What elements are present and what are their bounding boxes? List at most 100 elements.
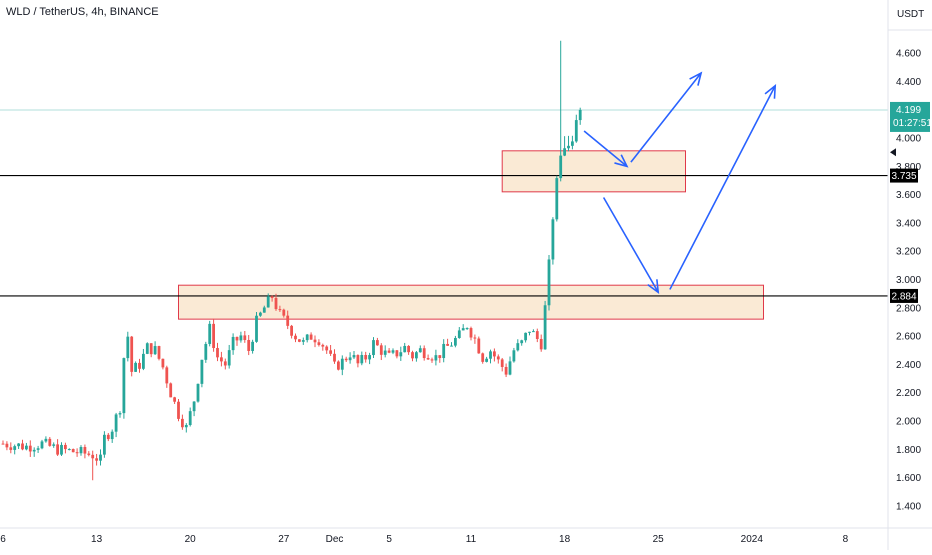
level-badge-label-0: 3.735 (891, 171, 916, 182)
candle-body (360, 354, 364, 364)
candle-body (216, 348, 219, 358)
candle-body (60, 444, 63, 455)
candle-body (79, 447, 83, 454)
y-tick-label: 1.400 (896, 501, 921, 512)
candle-body (383, 350, 387, 355)
price-badges: 3.735 2.884 4.199 01:27:51 (890, 101, 932, 303)
candle-body (259, 312, 262, 316)
currency-label[interactable]: USDT (897, 9, 925, 20)
candle-body (477, 338, 481, 354)
candle-body (13, 446, 17, 450)
candle-body (247, 339, 251, 351)
candle-body (17, 443, 20, 447)
candle-body (489, 351, 492, 359)
arrow-dip-to-upper-zone[interactable] (583, 130, 628, 167)
candle-body (485, 358, 488, 362)
candle-body (56, 444, 59, 455)
level-badge-1 (890, 288, 918, 303)
candle-body (379, 345, 383, 355)
candle-body (493, 351, 496, 357)
candle-body (138, 362, 141, 369)
candle-body (454, 337, 457, 346)
y-tick-label: 3.000 (896, 275, 921, 286)
candle-body (75, 452, 79, 454)
candle-body (87, 453, 91, 455)
upper-demand-zone[interactable] (501, 150, 687, 193)
candle-body (301, 340, 305, 342)
candle-body (122, 358, 126, 414)
candle-body (298, 339, 301, 342)
candle-body (500, 359, 504, 367)
candle-body (578, 109, 582, 121)
arrow-drop-to-lower-zone-head[interactable] (647, 279, 660, 294)
current-price-label: 4.199 (896, 105, 921, 116)
candle-body (95, 458, 98, 461)
horizontal-levels[interactable] (0, 174, 888, 297)
candle-body (9, 447, 13, 450)
arrow-rally-from-lower-zone-head[interactable] (764, 84, 777, 99)
candle-body (181, 418, 184, 428)
candle-body (126, 336, 130, 359)
arrow-rally-from-upper-zone[interactable] (630, 72, 702, 163)
candle-body (516, 343, 520, 351)
candle-body (134, 362, 137, 372)
candle-body (157, 346, 161, 359)
candle-body (376, 340, 379, 346)
candle-body (251, 341, 254, 351)
candle-body (103, 434, 106, 455)
candle-body (294, 335, 297, 340)
candle-body (407, 345, 410, 353)
candle-body (387, 350, 391, 353)
x-tick-label: 20 (185, 534, 197, 545)
candle-body (28, 445, 32, 452)
candle-body (352, 355, 356, 358)
candle-body (91, 454, 95, 459)
candle-body (278, 309, 282, 311)
lower-demand-zone[interactable] (178, 284, 764, 320)
candle-body (200, 359, 204, 384)
y-tick-label: 1.800 (896, 445, 921, 456)
candle-body (67, 449, 71, 451)
candles (1, 40, 582, 481)
candle-body (547, 259, 551, 306)
candle-body (309, 334, 313, 340)
candle-body (391, 350, 395, 353)
candle-body (333, 353, 336, 362)
forecast-arrows[interactable] (583, 71, 777, 294)
candle-body (36, 448, 40, 450)
candle-body (512, 350, 516, 362)
candle-body (212, 323, 215, 349)
candle-body (188, 411, 192, 426)
x-tick-label: 18 (559, 534, 571, 545)
candle-body (559, 155, 563, 179)
candle-body (372, 340, 375, 356)
candle-body (99, 454, 102, 461)
candle-body (40, 441, 44, 449)
candle-body (71, 449, 75, 453)
candle-body (192, 401, 196, 412)
candle-body (524, 332, 527, 341)
arrow-drop-to-lower-zone[interactable] (602, 197, 659, 293)
arrow-dip-to-upper-zone-head[interactable] (614, 154, 629, 168)
symbol-title[interactable]: WLD / TetherUS, 4h, BINANCE (6, 6, 159, 18)
x-tick-label: 13 (91, 534, 103, 545)
candle-body (153, 346, 157, 355)
arrow-rally-from-upper-zone-head[interactable] (689, 71, 703, 86)
candle-body (204, 343, 208, 360)
candle-body (422, 348, 426, 359)
candle-body (52, 444, 56, 446)
candle-body (535, 331, 539, 339)
candle-body (290, 325, 293, 336)
candle-body (305, 334, 309, 341)
candle-body (543, 305, 547, 350)
candle-body (504, 366, 508, 375)
candle-body (321, 344, 325, 347)
candle-body (528, 331, 531, 333)
arrow-rally-from-lower-zone[interactable] (669, 85, 776, 290)
candle-body (356, 355, 360, 364)
candle-body (145, 343, 149, 354)
candle-body (457, 330, 461, 338)
